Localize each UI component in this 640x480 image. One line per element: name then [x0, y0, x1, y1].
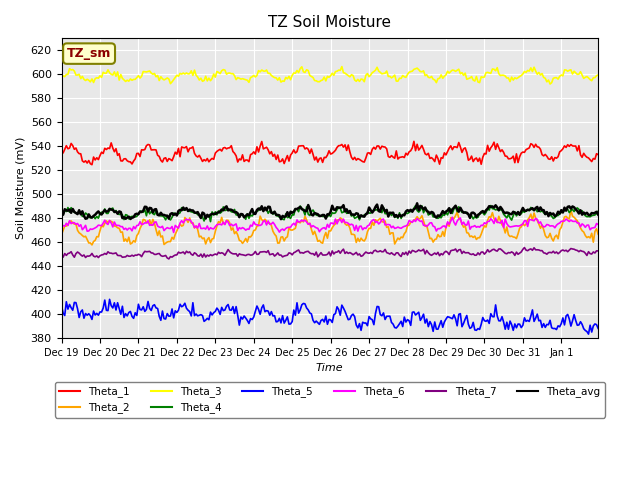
Theta_7	[178, 250, 186, 255]
Theta_avg	[506, 211, 514, 217]
Theta_3	[338, 64, 346, 70]
Theta_7	[498, 247, 506, 253]
Theta_6	[170, 229, 177, 235]
Theta_4	[595, 208, 602, 214]
Theta_avg	[500, 209, 508, 215]
Theta_7	[58, 252, 65, 258]
Theta_3	[218, 68, 225, 73]
X-axis label: Time: Time	[316, 363, 344, 373]
Theta_7	[595, 248, 602, 254]
Theta_2	[595, 231, 602, 237]
Theta_1	[360, 159, 368, 165]
Theta_4	[487, 203, 495, 208]
Theta_4	[360, 212, 368, 218]
Theta_5	[58, 303, 65, 309]
Theta_avg	[360, 214, 368, 219]
Theta_5	[106, 297, 113, 302]
Theta_6	[506, 224, 514, 230]
Theta_3	[498, 72, 506, 78]
Theta_1	[58, 150, 65, 156]
Theta_6	[595, 222, 602, 228]
Theta_avg	[277, 216, 285, 222]
Theta_2	[360, 238, 368, 244]
Line: Theta_1: Theta_1	[61, 141, 598, 165]
Theta_2	[498, 222, 506, 228]
Theta_3	[595, 72, 602, 78]
Theta_7	[165, 256, 173, 262]
Line: Theta_7: Theta_7	[61, 248, 598, 259]
Theta_6	[64, 223, 72, 228]
Theta_7	[504, 250, 512, 255]
Theta_1	[220, 145, 227, 151]
Theta_1	[500, 149, 508, 155]
Theta_1	[178, 144, 186, 150]
Theta_avg	[64, 208, 72, 214]
Text: TZ_sm: TZ_sm	[67, 47, 111, 60]
Theta_5	[585, 331, 593, 337]
Theta_5	[220, 308, 227, 313]
Theta_4	[207, 219, 214, 225]
Theta_3	[504, 75, 512, 81]
Theta_6	[58, 223, 65, 228]
Theta_6	[360, 225, 368, 231]
Theta_3	[176, 71, 184, 76]
Theta_2	[58, 231, 65, 237]
Theta_4	[506, 215, 514, 221]
Theta_2	[220, 221, 227, 227]
Theta_1	[595, 152, 602, 157]
Theta_1	[506, 156, 514, 162]
Theta_7	[220, 251, 227, 256]
Theta_5	[178, 304, 186, 310]
Theta_avg	[413, 201, 421, 206]
Theta_1	[64, 146, 72, 152]
Theta_4	[500, 211, 508, 217]
Line: Theta_2: Theta_2	[61, 210, 598, 245]
Theta_5	[360, 320, 368, 326]
Line: Theta_5: Theta_5	[61, 300, 598, 334]
Theta_5	[504, 326, 512, 332]
Theta_2	[504, 232, 512, 238]
Theta_2	[88, 242, 96, 248]
Line: Theta_4: Theta_4	[61, 205, 598, 222]
Theta_7	[64, 251, 72, 256]
Theta_4	[58, 210, 65, 216]
Theta_3	[64, 72, 72, 77]
Theta_avg	[218, 207, 225, 213]
Title: TZ Soil Moisture: TZ Soil Moisture	[268, 15, 391, 30]
Theta_1	[410, 138, 418, 144]
Theta_avg	[176, 207, 184, 213]
Theta_6	[449, 215, 456, 220]
Theta_7	[520, 245, 528, 251]
Theta_3	[58, 74, 65, 80]
Theta_3	[360, 79, 368, 84]
Line: Theta_avg: Theta_avg	[61, 204, 598, 219]
Theta_avg	[58, 209, 65, 215]
Line: Theta_3: Theta_3	[61, 67, 598, 84]
Theta_7	[360, 251, 368, 256]
Y-axis label: Soil Moisture (mV): Soil Moisture (mV)	[15, 137, 25, 239]
Theta_6	[500, 225, 508, 230]
Theta_2	[567, 207, 575, 213]
Theta_6	[178, 218, 186, 224]
Theta_2	[64, 222, 72, 228]
Theta_3	[546, 81, 554, 87]
Theta_2	[178, 223, 186, 229]
Theta_4	[64, 204, 72, 210]
Theta_5	[595, 325, 602, 331]
Theta_1	[88, 162, 96, 168]
Theta_4	[220, 204, 227, 210]
Line: Theta_6: Theta_6	[61, 217, 598, 232]
Theta_5	[498, 314, 506, 320]
Legend: Theta_1, Theta_2, Theta_3, Theta_4, Theta_5, Theta_6, Theta_7, Theta_avg: Theta_1, Theta_2, Theta_3, Theta_4, Thet…	[55, 382, 605, 418]
Theta_6	[220, 219, 227, 225]
Theta_avg	[595, 212, 602, 217]
Theta_5	[64, 306, 72, 312]
Theta_4	[176, 210, 184, 216]
